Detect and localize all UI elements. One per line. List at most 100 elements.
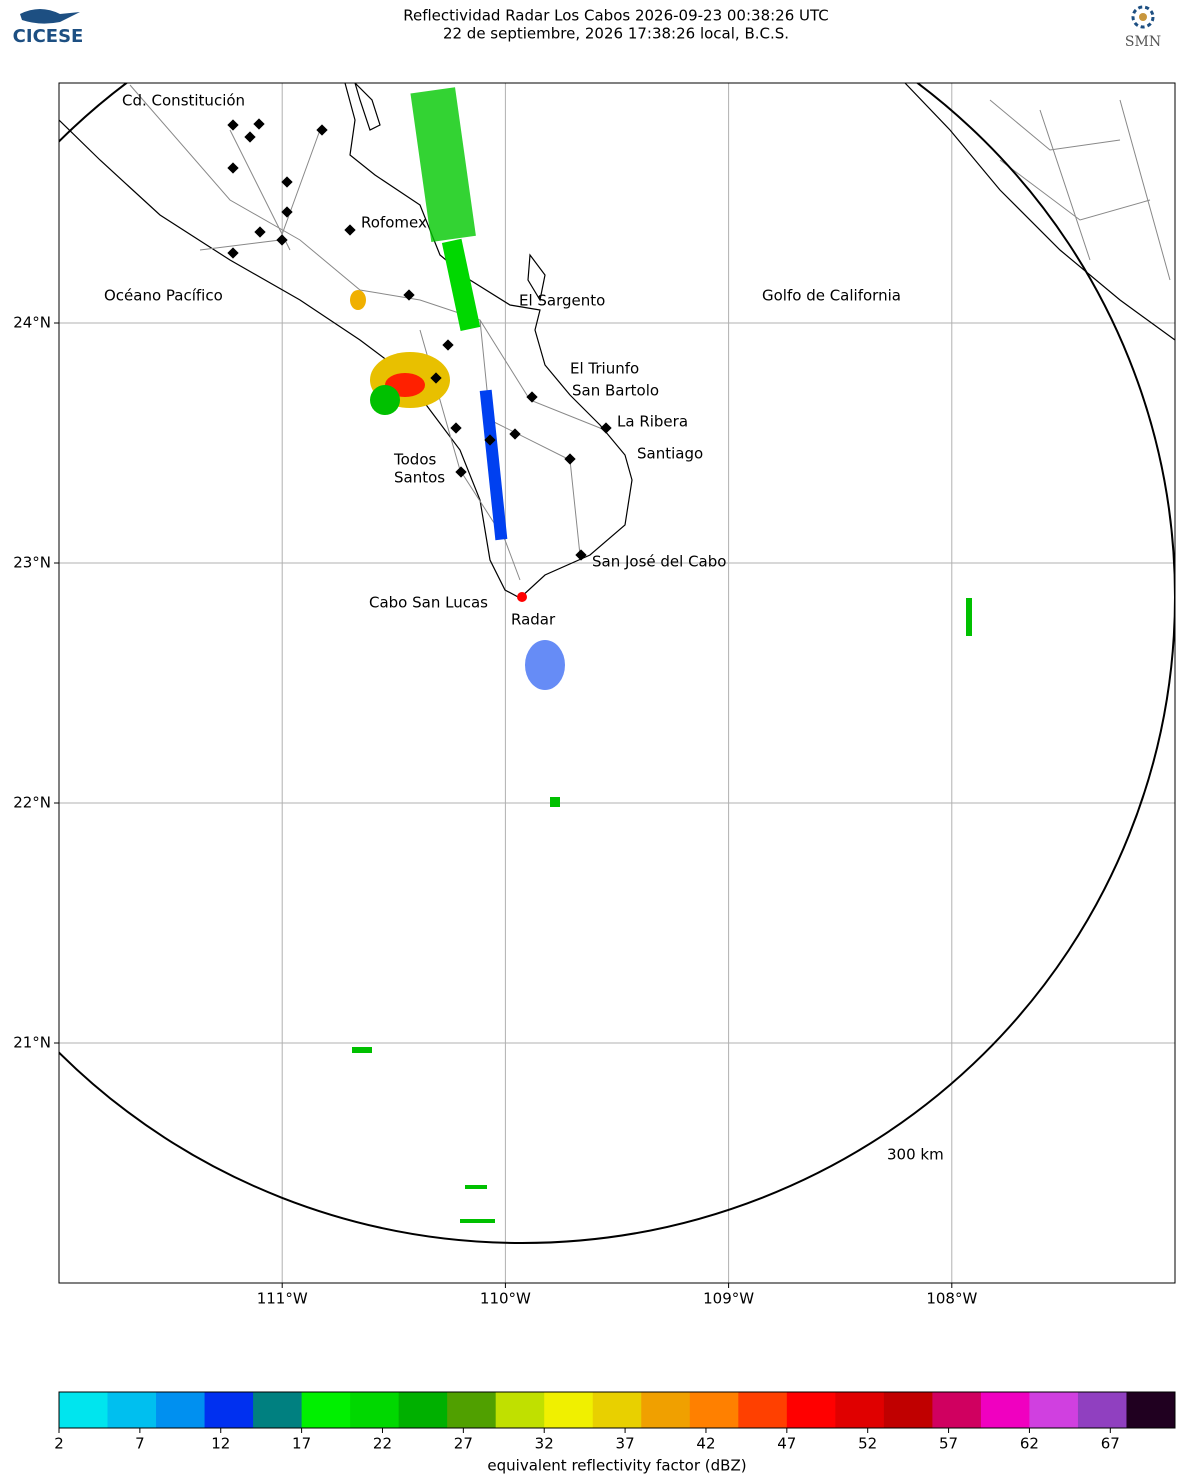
colorbar-label: equivalent reflectivity factor (dBZ) bbox=[487, 1457, 746, 1475]
colorbar-tick-label: 42 bbox=[696, 1435, 715, 1453]
colorbar-cell bbox=[204, 1392, 254, 1428]
place-label: Golfo de California bbox=[762, 287, 901, 305]
place-label: Radar bbox=[511, 611, 556, 629]
town-marker bbox=[526, 391, 538, 403]
town-marker bbox=[403, 289, 415, 301]
echo bbox=[525, 640, 565, 690]
logo-icon bbox=[1131, 5, 1155, 29]
colorbar-cell bbox=[398, 1392, 448, 1428]
place-label: Cd. Constitución bbox=[122, 92, 245, 110]
place-label: El Sargento bbox=[519, 292, 605, 310]
place-label: San Bartolo bbox=[572, 382, 659, 400]
x-tick-label: 111°W bbox=[257, 1290, 308, 1308]
colorbar-cell bbox=[883, 1392, 933, 1428]
colorbar-cell bbox=[738, 1392, 788, 1428]
colorbar-cell bbox=[1029, 1392, 1079, 1428]
place-label: Todos bbox=[393, 451, 436, 469]
colorbar-tick-label: 22 bbox=[373, 1435, 392, 1453]
town-marker bbox=[281, 176, 293, 188]
colorbar-cell bbox=[786, 1392, 836, 1428]
echo bbox=[352, 1047, 372, 1053]
colorbar-cell bbox=[447, 1392, 497, 1428]
town-marker bbox=[227, 119, 239, 131]
colorbar-cell bbox=[350, 1392, 400, 1428]
colorbar-cell bbox=[980, 1392, 1030, 1428]
map-area: Cd. Constitución Rofomex Océano Pacífico El… bbox=[59, 83, 1175, 1283]
town-marker bbox=[276, 234, 288, 246]
place-label: Santos bbox=[394, 469, 445, 487]
town-marker bbox=[344, 224, 356, 236]
colorbar-tick-label: 47 bbox=[777, 1435, 796, 1453]
town-marker bbox=[564, 453, 576, 465]
axes: 111°W 110°W 109°W 108°W 24°N 23°N 22°N 21°N bbox=[13, 314, 977, 1308]
town-marker bbox=[430, 372, 442, 384]
echo bbox=[370, 385, 400, 415]
colorbar-tick-label: 7 bbox=[135, 1435, 145, 1453]
colorbar-tick-label: 27 bbox=[454, 1435, 473, 1453]
roads bbox=[129, 84, 1171, 581]
echoes bbox=[350, 87, 972, 1223]
colorbar-cell bbox=[1077, 1392, 1127, 1428]
coastline-island bbox=[354, 83, 381, 131]
coastline-peninsula bbox=[59, 83, 633, 599]
town-marker bbox=[254, 226, 266, 238]
place-label: Océano Pacífico bbox=[104, 287, 223, 305]
colorbar-cell bbox=[495, 1392, 545, 1428]
town-marker bbox=[244, 131, 256, 143]
map-frame bbox=[58, 82, 1176, 1284]
y-tick-label: 24°N bbox=[13, 314, 51, 332]
place-label: Cabo San Lucas bbox=[369, 594, 488, 612]
town-marker bbox=[484, 434, 496, 446]
place-label: Santiago bbox=[637, 445, 703, 463]
echo bbox=[460, 1219, 495, 1223]
echo bbox=[550, 797, 560, 807]
town-marker bbox=[281, 206, 293, 218]
echo bbox=[966, 598, 972, 636]
logo-icon-core bbox=[1139, 13, 1147, 21]
colorbar-tick-label: 2 bbox=[54, 1435, 64, 1453]
y-tick-label: 22°N bbox=[13, 794, 51, 812]
y-tick-label: 23°N bbox=[13, 554, 51, 572]
colorbar-cell bbox=[156, 1392, 206, 1428]
town-marker bbox=[227, 162, 239, 174]
echo bbox=[410, 87, 476, 243]
colorbar-tick-label: 57 bbox=[939, 1435, 958, 1453]
colorbar-tick-label: 37 bbox=[616, 1435, 635, 1453]
radar-site bbox=[517, 592, 527, 602]
colorbar-tick-label: 12 bbox=[211, 1435, 230, 1453]
colorbar-cell bbox=[689, 1392, 739, 1428]
town-marker bbox=[253, 118, 265, 130]
colorbar-tick-label: 32 bbox=[535, 1435, 554, 1453]
logo-bird bbox=[20, 9, 80, 24]
grid bbox=[59, 83, 1175, 1283]
town-marker bbox=[450, 422, 462, 434]
town-marker bbox=[509, 428, 521, 440]
echo bbox=[350, 290, 366, 310]
echo bbox=[465, 1185, 487, 1189]
echo bbox=[441, 238, 481, 331]
coastline-mainland bbox=[904, 83, 1175, 341]
colorbar-cell bbox=[835, 1392, 885, 1428]
colorbar-cell bbox=[253, 1392, 303, 1428]
colorbar-cell bbox=[932, 1392, 982, 1428]
subtitle: 22 de septiembre, 2026 17:38:26 local, B… bbox=[443, 25, 789, 43]
range-label: 300 km bbox=[887, 1146, 944, 1164]
colorbar-cell bbox=[59, 1392, 109, 1428]
colorbar-cell bbox=[641, 1392, 691, 1428]
logo-left: CICESE bbox=[13, 26, 84, 47]
town-marker bbox=[575, 549, 587, 561]
coastline-island bbox=[527, 253, 546, 302]
place-label: Rofomex bbox=[361, 214, 427, 232]
colorbar-cell bbox=[592, 1392, 642, 1428]
town-marker bbox=[442, 339, 454, 351]
town-marker bbox=[227, 247, 239, 259]
colorbar-tick-label: 52 bbox=[858, 1435, 877, 1453]
range-ring bbox=[59, 83, 1175, 1244]
colorbar-tick-label: 17 bbox=[292, 1435, 311, 1453]
colorbar-cell bbox=[544, 1392, 594, 1428]
place-label: San José del Cabo bbox=[592, 553, 726, 571]
colorbar-cell bbox=[107, 1392, 157, 1428]
x-tick-label: 110°W bbox=[480, 1290, 531, 1308]
